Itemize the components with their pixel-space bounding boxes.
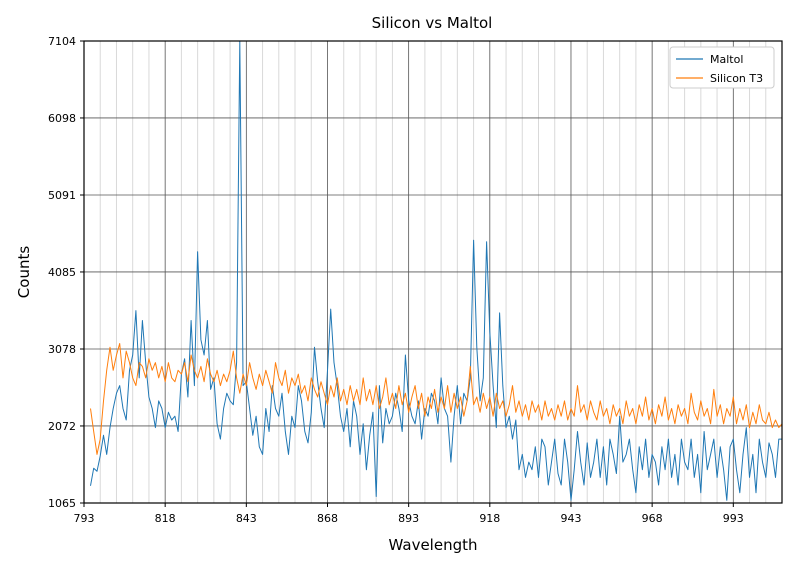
y-tick-label: 5091 [48, 189, 76, 202]
x-tick-label: 868 [317, 512, 338, 525]
chart-title: Silicon vs Maltol [372, 14, 493, 32]
y-tick-label: 2072 [48, 420, 76, 433]
y-tick-label: 1065 [48, 497, 76, 510]
y-axis-label: Counts [15, 246, 33, 299]
y-axis: 1065 2072 3078 4085 5091 6098 7104 [48, 35, 84, 510]
x-tick-label: 893 [398, 512, 419, 525]
x-tick-label: 818 [155, 512, 176, 525]
legend-label: Maltol [710, 53, 743, 66]
x-axis-label: Wavelength [389, 536, 478, 554]
major-grid [83, 40, 782, 504]
x-tick-label: 918 [479, 512, 500, 525]
legend-label: Silicon T3 [710, 72, 763, 85]
x-tick-label: 943 [560, 512, 581, 525]
series-line-silicon-t3 [90, 343, 783, 455]
y-tick-label: 3078 [48, 343, 76, 356]
x-tick-label: 968 [642, 512, 663, 525]
series-line-maltol [90, 40, 782, 501]
x-tick-label: 993 [723, 512, 744, 525]
x-tick-label: 793 [74, 512, 95, 525]
y-tick-label: 4085 [48, 266, 76, 279]
y-tick-label: 7104 [48, 35, 76, 48]
x-tick-label: 843 [236, 512, 257, 525]
x-axis: 793 818 843 868 893 918 943 968 993 [74, 503, 744, 525]
legend: Maltol Silicon T3 [669, 46, 775, 89]
y-tick-label: 6098 [48, 112, 76, 125]
series-layer [90, 40, 783, 501]
